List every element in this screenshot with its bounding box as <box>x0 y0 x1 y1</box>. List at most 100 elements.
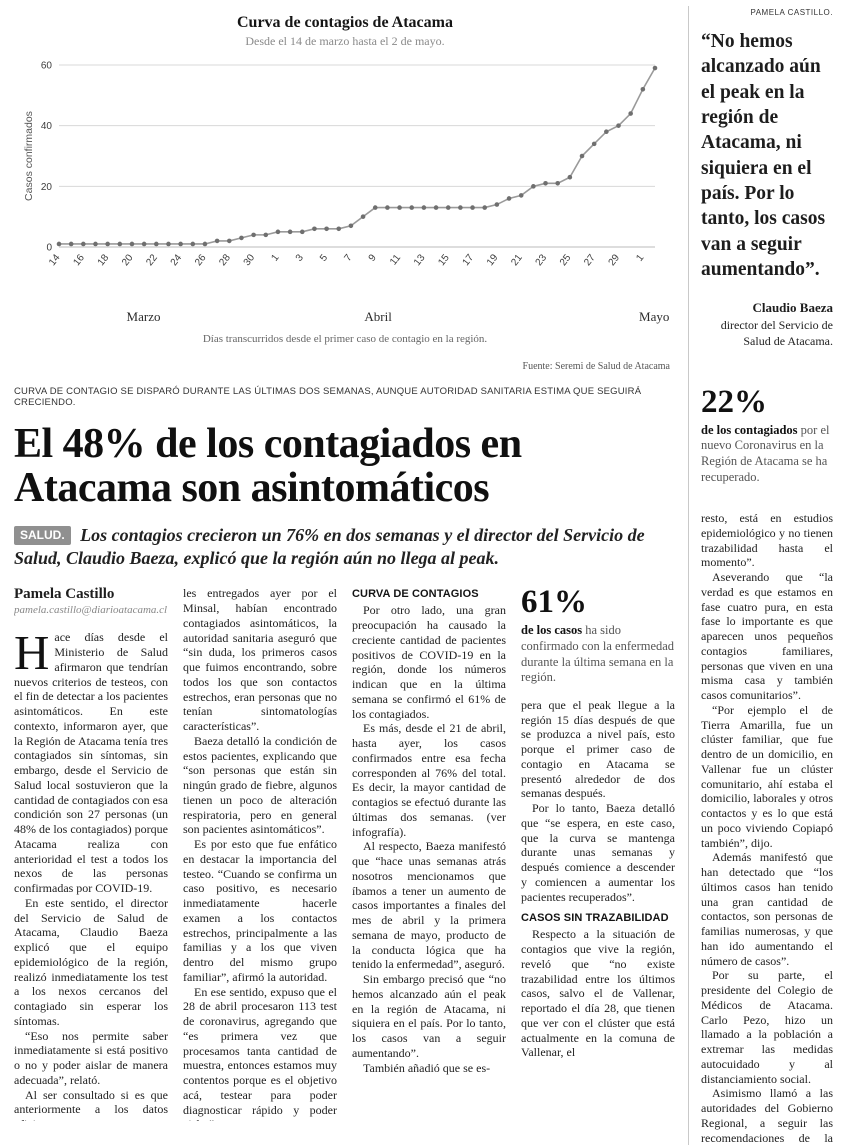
x-tick-label: 18 <box>96 252 112 268</box>
x-tick-label: 17 <box>461 252 477 268</box>
data-point <box>555 181 560 186</box>
x-tick-label: 5 <box>318 252 330 264</box>
paragraph: resto, está en estudios epidemiológico y… <box>701 511 833 570</box>
stat-22-percent: 22% de los contagiados por el nuevo Coro… <box>701 385 833 486</box>
data-point <box>433 205 439 210</box>
lead-paragraph: Hace días desde el Ministerio de Salud a… <box>14 625 168 895</box>
x-tick-label: 7 <box>342 252 354 264</box>
main-column: Curva de contagios de Atacama Desde el 1… <box>14 6 676 1145</box>
contagion-chart-block: Curva de contagios de Atacama Desde el 1… <box>14 14 676 372</box>
headline: El 48% de los contagiados en Atacama son… <box>14 421 522 512</box>
x-tick-label: 3 <box>294 252 306 264</box>
data-point <box>154 241 159 247</box>
article-column-1: Pamela Castillo pamela.castillo@diarioat… <box>14 586 168 1121</box>
byline: Pamela Castillo pamela.castillo@diarioat… <box>14 586 168 616</box>
data-point <box>56 241 62 247</box>
subhead-casos-sin-trazabilidad: CASOS SIN TRAZABILIDAD <box>521 912 669 925</box>
x-tick-label: 26 <box>193 252 209 268</box>
paragraph: Por otro lado, una gran preocupación ha … <box>352 603 506 721</box>
x-tick-label: 23 <box>534 252 550 268</box>
y-tick-label: 40 <box>41 121 53 132</box>
x-tick-label: 1 <box>634 252 646 264</box>
article-column-2: les entregados ayer por el Minsal, había… <box>183 586 337 1121</box>
data-point <box>214 238 220 244</box>
x-tick-label: 21 <box>509 252 525 268</box>
paragraph: Además manifestó que han detectado que “… <box>701 850 833 968</box>
paragraph: Es más, desde el 21 de abril, hasta ayer… <box>352 721 506 839</box>
data-point <box>616 123 621 128</box>
chart-subtitle: Desde el 14 de marzo hasta el 2 de mayo. <box>245 34 445 48</box>
x-tick-label: 13 <box>412 252 428 268</box>
data-point <box>105 241 110 247</box>
stat-lead: de los contagiados <box>701 422 798 437</box>
quote-author-role: director del Servicio de Salud de Atacam… <box>720 318 833 349</box>
data-point <box>494 202 500 207</box>
x-tick-label: 27 <box>582 252 598 268</box>
paragraph: Por su parte, el presidente del Colegio … <box>701 968 833 1086</box>
month-label-marzo: Marzo <box>126 309 161 324</box>
deck-text: Los contagios crecieron un 76% en dos se… <box>14 525 645 569</box>
article-column-4: 61% de los casos ha sido confirmado con … <box>521 586 675 1121</box>
paragraph: Es por esto que fue enfático en destacar… <box>183 837 337 984</box>
data-point <box>397 205 402 210</box>
data-point <box>518 193 524 198</box>
chart-x-axis-label: Días transcurridos desde el primer caso … <box>202 333 488 345</box>
x-tick-label: 24 <box>169 252 185 268</box>
data-point <box>287 229 293 235</box>
paragraph: Respecto a la situación de contagios que… <box>521 927 675 1060</box>
paragraph: les entregados ayer por el Minsal, había… <box>183 586 337 733</box>
x-tick-label: 1 <box>269 252 281 264</box>
data-point <box>93 241 98 247</box>
paragraph: Por lo tanto, Baeza detalló que “se espe… <box>521 801 675 904</box>
data-point <box>166 241 171 247</box>
data-point <box>129 241 135 247</box>
x-tick-label: 19 <box>485 252 501 268</box>
stat-61-percent: 61% de los casos ha sido confirmado con … <box>521 586 675 686</box>
data-point <box>567 174 573 180</box>
paragraph: Aseverando que “la verdad es que estamos… <box>701 570 833 703</box>
trend-line <box>59 67 656 245</box>
data-point <box>385 205 390 210</box>
data-point <box>226 238 232 244</box>
data-point <box>543 181 548 186</box>
x-tick-label: 20 <box>120 252 136 268</box>
x-tick-label: 28 <box>217 252 233 268</box>
pull-quote-attribution: Claudio Baeza director del Servicio de S… <box>701 300 833 349</box>
paragraph-list: Por otro lado, una gran preocupación ha … <box>352 603 506 1075</box>
data-point <box>68 241 74 247</box>
byline-email: pamela.castillo@diarioatacama.cl <box>14 604 168 617</box>
quote-author: Claudio Baeza <box>752 300 833 316</box>
stat-text: de los casos ha sido confirmado con la e… <box>521 623 675 686</box>
data-point <box>202 241 208 247</box>
data-point <box>652 65 658 71</box>
data-point <box>360 214 366 219</box>
paragraph: En este sentido, el director del Servici… <box>14 895 168 1028</box>
chart-source: Fuente: Seremi de Salud de Atacama <box>522 361 670 372</box>
section-kicker: SALUD. <box>14 526 71 545</box>
x-tick-label: 15 <box>436 252 452 268</box>
data-point <box>324 226 329 232</box>
chart-caption: CURVA DE CONTAGIO SE DISPARÓ DURANTE LAS… <box>14 386 642 408</box>
paragraph-list: pera que el peak llegue a la región 15 d… <box>521 698 675 905</box>
pull-quote: “No hemos alcanzado aún el peak en la re… <box>701 31 826 281</box>
data-point <box>409 205 415 210</box>
data-point <box>458 205 463 210</box>
paragraph: “Por ejemplo el de Tierra Amarilla, fue … <box>701 702 833 850</box>
paragraph: “Eso nos permite saber inmediatamente si… <box>14 1028 168 1087</box>
month-label-abril: Abril <box>364 309 392 324</box>
x-tick-label: 16 <box>71 252 87 268</box>
y-axis-label: Casos confirmados <box>23 111 35 201</box>
data-point <box>421 205 427 210</box>
data-point <box>579 153 585 159</box>
article-column-5: resto, está en estudios epidemiológico y… <box>701 511 833 1145</box>
data-point <box>482 205 488 210</box>
paragraph-list: Respecto a la situación de contagios que… <box>521 927 675 1060</box>
data-point <box>299 229 305 235</box>
data-point <box>372 205 378 210</box>
deck: SALUD. Los contagios crecieron un 76% en… <box>14 524 676 570</box>
paragraph: Asimismo llamó a las autoridades del Gob… <box>701 1086 833 1145</box>
paragraph: También añadió que se es- <box>363 1060 491 1075</box>
data-point <box>336 226 342 232</box>
